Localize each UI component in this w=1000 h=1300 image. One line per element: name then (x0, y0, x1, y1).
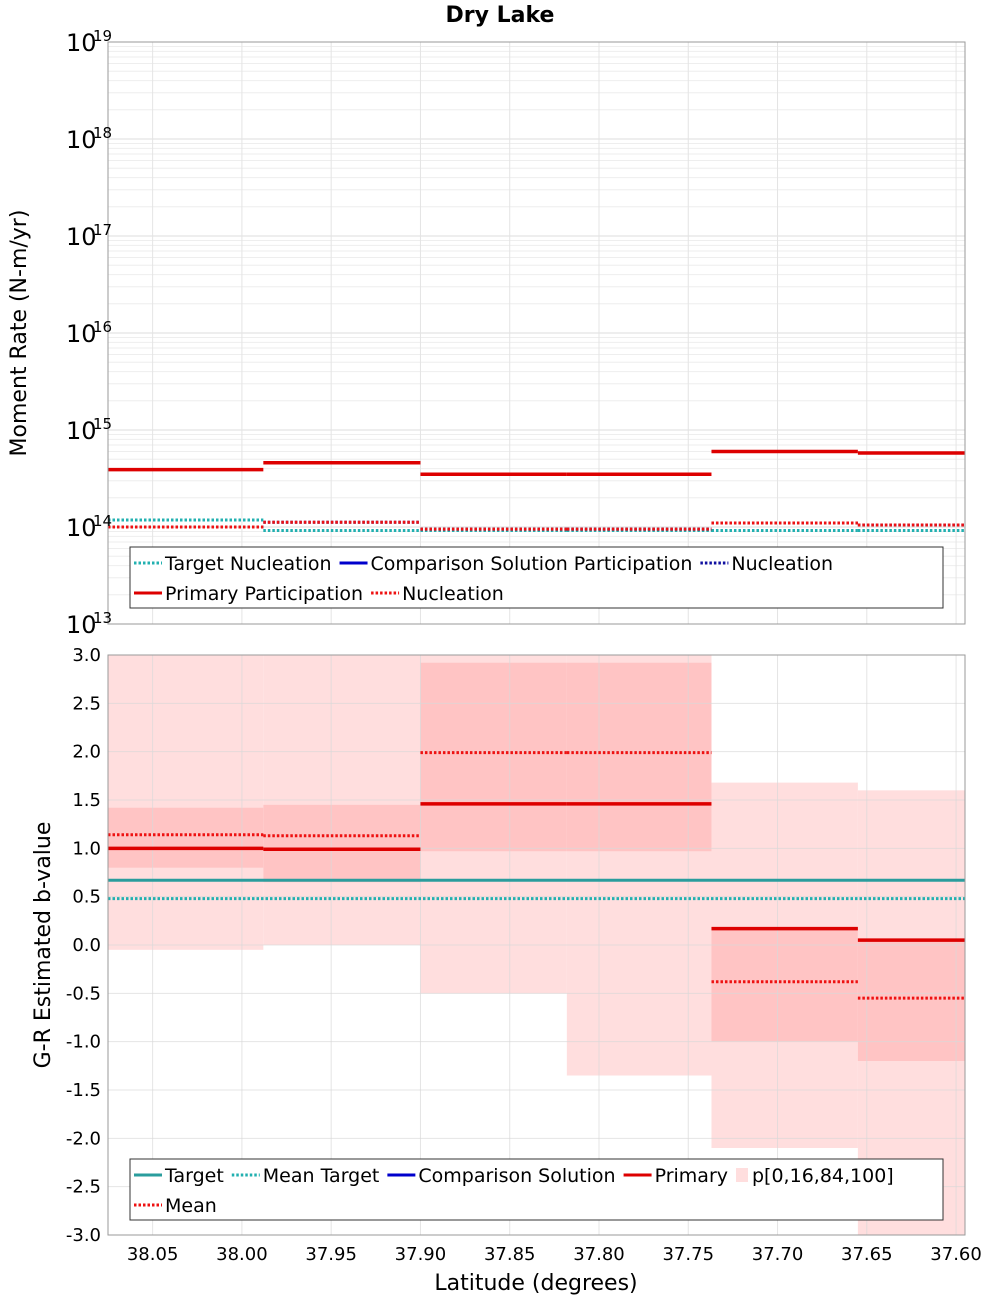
legend-box (129, 1158, 944, 1221)
band-p16-p84 (420, 662, 567, 852)
x-tick-label: 37.75 (662, 1244, 714, 1265)
x-axis-label: Latitude (degrees) (434, 1271, 637, 1296)
y-tick-exponent: 19 (93, 27, 112, 45)
legend-label: Comparison Solution (418, 1165, 615, 1187)
legend-label: Mean Target (263, 1165, 380, 1187)
y-tick-label: -1.5 (66, 1080, 101, 1101)
top-legend: Target Nucleation Comparison Solution Par… (129, 546, 944, 609)
y-tick-label: 1.0 (72, 838, 101, 859)
band-p16-p84 (711, 927, 858, 1042)
y-tick-exponent: 16 (93, 318, 112, 336)
y-tick-base: 10 (66, 320, 97, 348)
bottom-series (108, 751, 965, 1000)
x-tick-label: 37.90 (395, 1244, 447, 1265)
y-tick-label: -2.0 (66, 1128, 101, 1149)
y-tick-label: 3.0 (72, 645, 101, 666)
x-tick-label: 37.60 (930, 1244, 982, 1265)
y-tick-base: 10 (66, 29, 97, 57)
legend-label: p[0,16,84,100] (752, 1165, 894, 1187)
legend-label: Comparison Solution Participation (371, 553, 693, 575)
x-tick-label: 38.05 (127, 1244, 179, 1265)
y-tick-label: 1.5 (72, 790, 101, 811)
y-tick-exponent: 15 (93, 415, 112, 433)
y-tick-base: 10 (66, 223, 97, 251)
y-tick-base: 10 (66, 514, 97, 542)
band-p16-p84 (108, 807, 264, 868)
y-tick-label: -0.5 (66, 983, 101, 1004)
y-tick-label: -2.5 (66, 1177, 101, 1198)
chart-title: Dry Lake (446, 3, 555, 28)
y-tick-base: 10 (66, 611, 97, 639)
x-tick-label: 38.00 (216, 1244, 268, 1265)
y-tick-base: 10 (66, 126, 97, 154)
legend-label: Primary (655, 1165, 728, 1187)
legend-swatch-band (736, 1168, 748, 1182)
y-tick-exponent: 17 (93, 221, 112, 239)
bottom-y-axis-label: G-R Estimated b-value (31, 822, 56, 1069)
band-p16-p84 (263, 804, 421, 883)
top-y-axis-label: Moment Rate (N-m/yr) (7, 210, 32, 457)
x-tick-label: 37.95 (305, 1244, 357, 1265)
x-ticks: 38.05 38.00 37.95 37.90 37.85 37.80 37.75 37.70… (127, 1244, 982, 1265)
x-tick-label: 37.70 (752, 1244, 804, 1265)
legend-label: Nucleation (731, 553, 833, 575)
band-p16-p84 (566, 662, 712, 852)
x-tick-label: 37.80 (573, 1244, 625, 1265)
y-tick-exponent: 14 (93, 512, 112, 530)
x-tick-label: 37.85 (484, 1244, 536, 1265)
legend-label: Target Nucleation (164, 553, 332, 575)
y-tick-label: -1.0 (66, 1032, 101, 1053)
y-tick-label: 2.5 (72, 693, 101, 714)
bottom-legend: Target Mean Target Comparison Solution Prim… (129, 1158, 944, 1221)
legend-label: Mean (165, 1195, 217, 1217)
legend-box (129, 546, 944, 609)
percentile-bands (108, 655, 965, 1235)
legend-label: Primary Participation (165, 583, 363, 605)
y-tick-exponent: 18 (93, 124, 112, 142)
top-plot-frame (107, 41, 966, 625)
y-tick-exponent: 13 (93, 609, 112, 627)
bottom-plot-frame (107, 654, 966, 1236)
legend-label: Nucleation (402, 583, 504, 605)
bottom-y-ticks: 3.0 2.5 2.0 1.5 1.0 0.5 0.0 -0.5 -1.0 -1.5 -2.0 -2.… (66, 645, 101, 1246)
b-value-plot: 3.0 2.5 2.0 1.5 1.0 0.5 0.0 -0.5 -1.0 -1.5 -2.0 -2.… (31, 645, 982, 1296)
top-series (108, 449, 965, 533)
band-p0-p100 (108, 655, 264, 950)
y-tick-base: 10 (66, 417, 97, 445)
band-p16-p84 (857, 940, 965, 1061)
y-tick-label: 0.5 (72, 887, 101, 908)
x-tick-label: 37.65 (841, 1244, 893, 1265)
y-tick-label: -3.0 (66, 1225, 101, 1246)
y-tick-label: 2.0 (72, 742, 101, 763)
legend-label: Target (164, 1165, 224, 1187)
y-tick-label: 0.0 (72, 935, 101, 956)
